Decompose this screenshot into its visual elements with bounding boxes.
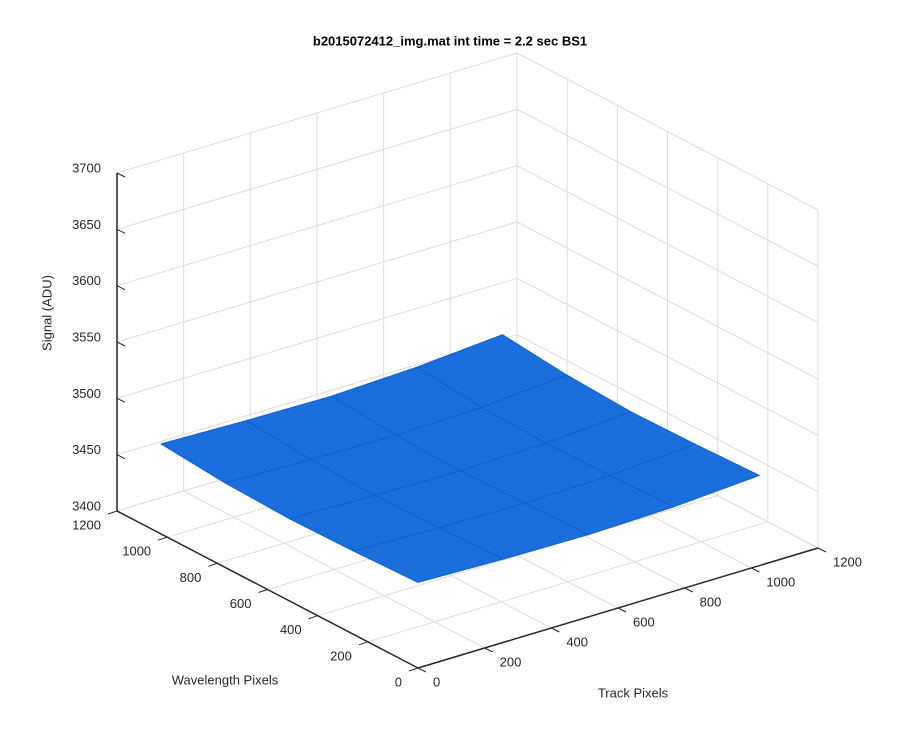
z-tick bbox=[116, 454, 126, 460]
z-axis-label: Signal (ADU) bbox=[39, 275, 54, 351]
x-tick bbox=[551, 627, 560, 633]
x-tick bbox=[484, 647, 493, 653]
z-tick-label: 3500 bbox=[72, 386, 101, 401]
grid-line bbox=[317, 495, 718, 617]
x-tick bbox=[684, 587, 693, 593]
x-tick-label: 200 bbox=[500, 654, 522, 669]
x-tick bbox=[617, 607, 627, 613]
z-tick-label: 3700 bbox=[72, 160, 101, 175]
y-tick bbox=[358, 641, 368, 646]
x-axis-label: Track Pixels bbox=[598, 685, 669, 700]
z-tick-label: 3550 bbox=[72, 329, 101, 344]
x-tick-label: 400 bbox=[566, 634, 588, 649]
grid-line bbox=[516, 334, 819, 493]
grid-line bbox=[516, 108, 819, 267]
x-tick-label: 1000 bbox=[766, 574, 795, 589]
grid-line bbox=[516, 165, 819, 324]
y-tick-label: 0 bbox=[395, 674, 402, 689]
x-tick-label: 600 bbox=[633, 614, 655, 629]
grid-line bbox=[516, 52, 819, 211]
y-tick-label: 1200 bbox=[72, 517, 101, 532]
surface-patch bbox=[353, 527, 504, 583]
grid-line bbox=[367, 521, 768, 643]
z-tick bbox=[116, 397, 126, 403]
z-tick bbox=[116, 285, 126, 291]
z-tick-label: 3600 bbox=[72, 273, 101, 288]
z-tick bbox=[116, 228, 126, 234]
z-tick-label: 3450 bbox=[72, 442, 101, 457]
y-tick-label: 1000 bbox=[122, 544, 151, 559]
x-tick-label: 800 bbox=[700, 594, 722, 609]
grid-line bbox=[516, 221, 819, 380]
z-tick-label: 3650 bbox=[72, 217, 101, 232]
z-tick-label: 3400 bbox=[72, 498, 101, 513]
x-tick-label: 0 bbox=[433, 674, 440, 689]
grid-line bbox=[116, 221, 518, 343]
z-tick bbox=[116, 172, 126, 178]
y-tick bbox=[208, 562, 218, 567]
x-tick-label: 1200 bbox=[833, 554, 862, 569]
y-tick bbox=[308, 615, 318, 620]
z-tick bbox=[116, 341, 126, 347]
grid-line bbox=[116, 165, 518, 287]
x-tick bbox=[817, 547, 827, 553]
y-tick-label: 400 bbox=[280, 622, 302, 637]
y-tick bbox=[158, 536, 168, 541]
z-tick bbox=[116, 510, 126, 516]
y-tick bbox=[408, 667, 419, 672]
y-tick bbox=[258, 589, 268, 593]
grid-line bbox=[516, 277, 819, 436]
x-tick bbox=[751, 567, 760, 573]
y-tick-label: 200 bbox=[330, 648, 352, 663]
y-tick-label: 800 bbox=[180, 570, 202, 585]
grid-line bbox=[116, 52, 518, 174]
y-axis-label: Wavelength Pixels bbox=[172, 672, 279, 687]
grid-line bbox=[116, 277, 518, 399]
x-tick bbox=[417, 667, 427, 673]
grid-line bbox=[116, 108, 518, 230]
y-tick bbox=[107, 510, 118, 515]
y-tick-label: 600 bbox=[230, 596, 252, 611]
chart-title: b2015072412_img.mat int time = 2.2 sec B… bbox=[313, 33, 587, 48]
